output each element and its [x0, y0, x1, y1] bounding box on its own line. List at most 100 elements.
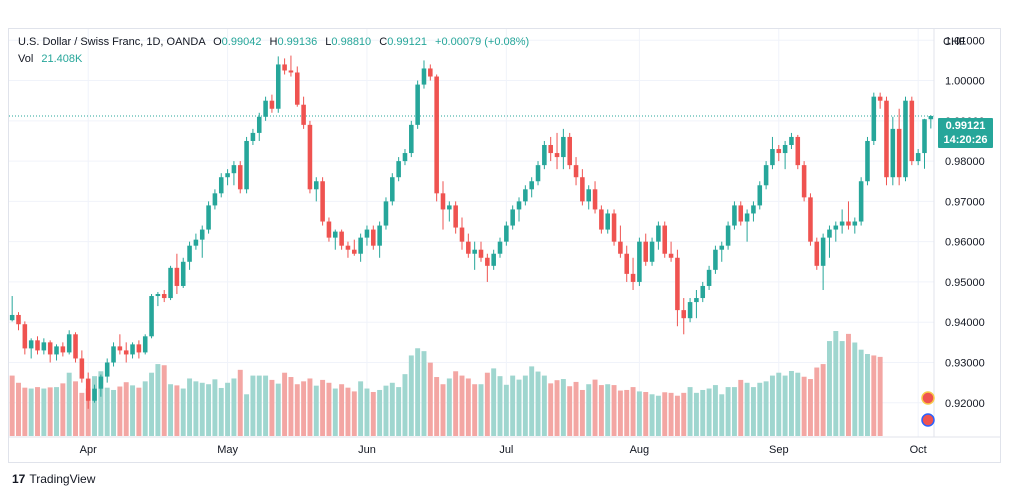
volume-bar [731, 387, 737, 436]
candle-body [466, 241, 471, 254]
volume-bar [712, 385, 718, 436]
candle-body [282, 64, 287, 71]
candle-body [719, 245, 725, 250]
candle-body [313, 181, 319, 190]
volume-bar [123, 382, 129, 436]
high-value: 0.99136 [277, 36, 318, 48]
candle-body [459, 227, 465, 242]
candle-body [16, 314, 21, 325]
candle-body [130, 344, 135, 355]
volume-bar [497, 376, 503, 436]
volume-bar [820, 364, 826, 436]
candle-body [700, 285, 706, 299]
symbol-name[interactable]: U.S. Dollar / Swiss Franc, 1D, OANDA [18, 36, 206, 48]
candle-body [751, 205, 756, 214]
candle-body [662, 225, 668, 254]
volume-bar [288, 377, 294, 436]
candle-body [478, 249, 484, 258]
volume-bar [560, 379, 566, 436]
volume-bar [364, 388, 370, 436]
volume-bar [130, 385, 136, 436]
volume-bars [9, 331, 883, 436]
candle-body [66, 334, 72, 353]
volume-bar [453, 371, 459, 436]
volume-bar [706, 388, 712, 436]
volume-bar [244, 394, 250, 436]
volume-bar [256, 375, 262, 436]
volume-bar [674, 395, 680, 436]
volume-bar [187, 378, 193, 436]
volume-bar [180, 388, 186, 436]
volume-bar [35, 387, 40, 436]
volume-bar [845, 333, 851, 436]
volume-bar [269, 379, 275, 436]
volume-bar [9, 375, 15, 436]
volume-bar [168, 384, 174, 436]
flag-icon [921, 413, 935, 427]
volume-bar [402, 374, 408, 436]
candle-body [706, 269, 712, 286]
candle-body [573, 165, 579, 178]
candle-body [364, 229, 370, 238]
volume-bar [434, 377, 440, 436]
candle-body [288, 70, 294, 73]
candle-body [782, 144, 788, 154]
candle-body [345, 245, 351, 250]
candle-body [497, 241, 503, 254]
volume-bar [66, 372, 72, 436]
volume-bar [865, 354, 870, 436]
candle-body [35, 340, 40, 351]
candle-body [256, 116, 262, 133]
x-tick-label: May [217, 444, 238, 456]
volume-bar [852, 342, 858, 436]
y-tick-label: 0.93000 [945, 357, 985, 369]
candle-body [814, 241, 820, 266]
candle-body [180, 261, 186, 286]
indicator-icons[interactable] [921, 391, 935, 427]
candle-body [535, 165, 541, 182]
volume-bar [795, 372, 801, 436]
volume-bar [98, 371, 104, 436]
candle-body [586, 189, 591, 202]
volume-bar [282, 372, 288, 436]
candle-body [491, 253, 496, 266]
candle-body [79, 358, 85, 379]
volume-bar [459, 375, 465, 436]
candle-body [871, 96, 877, 141]
candle-body [915, 153, 921, 162]
candle-body [649, 241, 655, 262]
x-tick-label: Aug [630, 444, 650, 456]
candle-body [656, 225, 661, 242]
volume-bar [700, 389, 706, 436]
candle-body [307, 124, 313, 190]
candle-body [60, 346, 66, 353]
volume-bar [104, 387, 110, 436]
volume-bar [218, 387, 224, 436]
volume-bar [389, 382, 395, 436]
last-price-value: 0.99121 [945, 120, 986, 132]
candle-body [516, 201, 522, 210]
volume-bar [383, 385, 389, 436]
candle-body [713, 249, 718, 270]
candle-body [757, 185, 763, 206]
volume-bar [579, 389, 585, 436]
candle-body [744, 213, 750, 222]
volume-bar [738, 379, 744, 436]
volume-bar [782, 375, 788, 436]
volume-bar [516, 379, 522, 436]
volume-bar [193, 381, 199, 436]
candle-body [275, 64, 281, 109]
candle-body [168, 267, 173, 299]
candle-body [402, 153, 408, 162]
candle-body [548, 144, 553, 154]
candle-body [415, 84, 420, 125]
volume-bar [529, 366, 535, 436]
candle-body [542, 144, 547, 166]
candle-body [206, 205, 211, 230]
candle-body [301, 104, 306, 125]
volume-label[interactable]: Vol [18, 53, 34, 65]
candle-body [624, 253, 630, 274]
x-tick-label: Jul [499, 444, 513, 456]
footer[interactable]: 17 TradingView [12, 472, 95, 486]
